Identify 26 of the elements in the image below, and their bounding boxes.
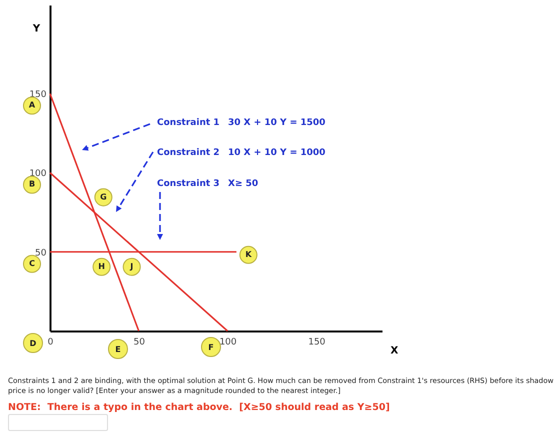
text: F	[201, 337, 221, 357]
text: NOTE: There is a typo in the chart above. [X≥50 should read as Y≥50]	[8, 402, 390, 413]
annotation: B	[28, 180, 36, 189]
y-tick-label: 50	[35, 248, 47, 258]
y-tick-label: 100	[29, 169, 47, 180]
y-axis-title: Y	[32, 24, 41, 34]
annotation: Constraint 1	[157, 118, 220, 128]
annotation: G	[100, 192, 107, 202]
x-axis-title: X	[390, 346, 398, 356]
x-tick-label: 150	[308, 338, 326, 348]
x-tick-label: 0	[48, 338, 54, 348]
annotation: 30 X + 10 Y = 1500	[228, 118, 326, 128]
y-tick-label: 150	[29, 90, 47, 100]
annotation: C	[29, 258, 36, 268]
annotation: X≥ 50	[228, 179, 258, 189]
text: E	[108, 339, 128, 359]
annotation: Constraint 2	[157, 148, 220, 158]
x-tick-label: 50	[134, 338, 146, 348]
annotation: J	[129, 262, 134, 271]
annotation: 10 X + 10 Y = 1000	[228, 148, 326, 158]
annotation: H	[98, 262, 105, 271]
x-tick-label: 100	[219, 338, 237, 348]
annotation: A	[28, 100, 36, 110]
text: D	[23, 333, 43, 353]
annotation: K	[245, 250, 252, 259]
annotation: Constraint 3	[157, 179, 220, 189]
